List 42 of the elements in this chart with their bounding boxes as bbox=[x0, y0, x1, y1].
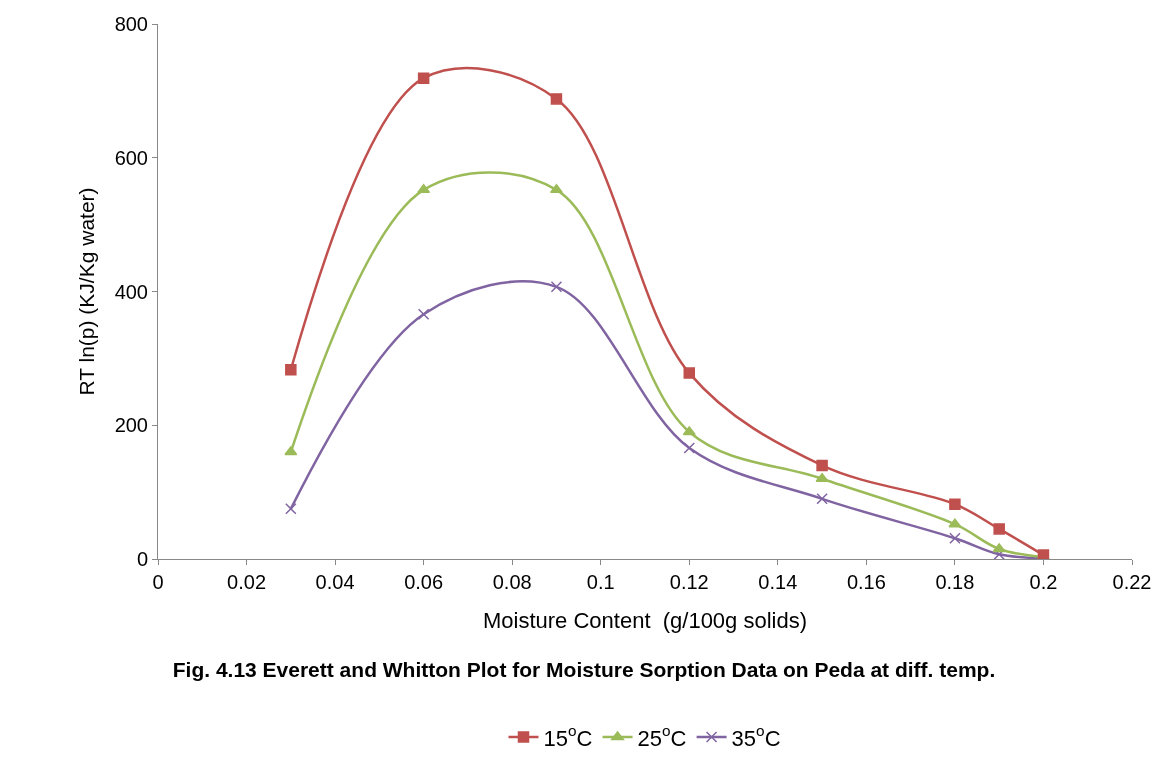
point bbox=[993, 523, 1005, 535]
point bbox=[682, 426, 696, 436]
y-axis-title: RT ln(p) (KJ/Kg water) bbox=[74, 187, 98, 396]
x-tick-label: 0.06 bbox=[404, 571, 444, 593]
x-tick-label: 0.12 bbox=[669, 571, 709, 593]
y-tick-label: 200 bbox=[114, 414, 148, 437]
point bbox=[948, 518, 962, 528]
x-tick-label: 0.08 bbox=[492, 571, 532, 593]
point bbox=[683, 442, 696, 454]
x-tick-label: 0.1 bbox=[586, 571, 615, 593]
text: Fig. 4.13 Everett and Whitton Plot for Moisture Sorption Data on Peda at diff. temp. bbox=[172, 658, 996, 682]
legend-label: 35$^{o}$C bbox=[731, 722, 781, 751]
point bbox=[550, 281, 563, 293]
point bbox=[550, 93, 563, 105]
point bbox=[816, 493, 828, 505]
point bbox=[417, 184, 431, 194]
point bbox=[992, 543, 1006, 553]
y-tick-label: 600 bbox=[114, 146, 148, 169]
y-tick-label: 800 bbox=[114, 13, 148, 35]
point bbox=[417, 72, 430, 84]
point bbox=[285, 503, 297, 515]
x-tick-label: 0.2 bbox=[1029, 571, 1058, 593]
x-tick-label: 0.14 bbox=[758, 571, 798, 593]
y-tick-label: 400 bbox=[114, 280, 148, 303]
x-axis-title: Moisture Content (g/100g solids) bbox=[482, 607, 808, 633]
point bbox=[683, 367, 696, 379]
x-tick-label: 0.02 bbox=[227, 571, 267, 593]
x-tick-label: 0.16 bbox=[846, 571, 886, 593]
x-tick-label: 0.04 bbox=[315, 571, 355, 593]
point bbox=[949, 532, 961, 545]
point bbox=[816, 459, 828, 472]
x-tick-label: 0 bbox=[152, 571, 164, 593]
y-tick-label: 0 bbox=[136, 548, 148, 570]
point bbox=[285, 363, 297, 376]
point bbox=[949, 498, 961, 510]
point bbox=[417, 308, 430, 320]
legend-label: 25$^{o}$C bbox=[637, 722, 687, 751]
point bbox=[284, 446, 298, 456]
legend-label: 15$^{o}$C bbox=[543, 722, 593, 751]
x-tick-label: 0.18 bbox=[935, 571, 975, 593]
point bbox=[549, 184, 563, 194]
x-tick-label: 0.22 bbox=[1112, 571, 1152, 593]
